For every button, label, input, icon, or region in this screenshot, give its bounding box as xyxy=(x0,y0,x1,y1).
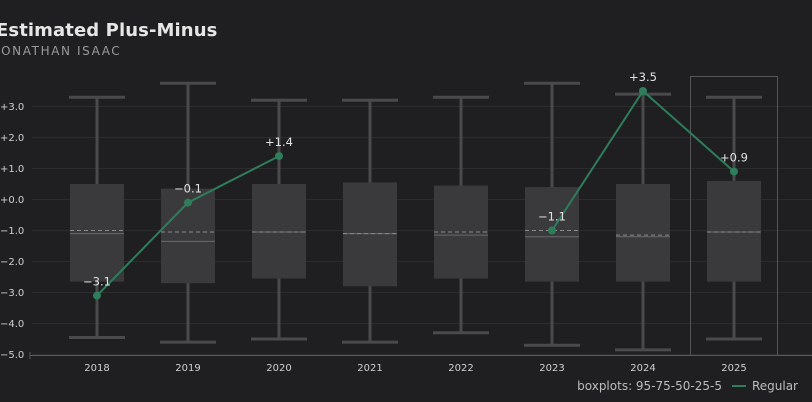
chart-title: Estimated Plus-Minus xyxy=(0,20,218,41)
chart-subtitle: JONATHAN ISAAC xyxy=(0,44,122,58)
boxplot-note: boxplots: 95-75-50-25-5 xyxy=(577,379,722,393)
series-point-regular xyxy=(93,291,101,300)
y-tick-label: −3.0 xyxy=(0,288,24,299)
box-iqr xyxy=(252,184,306,279)
series-point-regular xyxy=(548,226,556,235)
x-tick-label: 2018 xyxy=(84,363,109,374)
series-point-regular xyxy=(275,152,283,161)
highlight-frame xyxy=(690,76,778,356)
y-tick-label: +3.0 xyxy=(0,102,24,113)
y-tick-label: −5.0 xyxy=(0,350,24,361)
data-label: −3.1 xyxy=(83,275,111,289)
y-tick-label: −4.0 xyxy=(0,319,24,330)
box-iqr xyxy=(70,184,124,282)
data-label: +1.4 xyxy=(265,135,293,149)
box-iqr xyxy=(616,184,670,282)
series-point-regular xyxy=(184,198,192,207)
data-label: +3.5 xyxy=(629,70,657,84)
series-point-regular xyxy=(639,87,647,95)
x-tick-label: 2021 xyxy=(357,363,382,374)
x-tick-label: 2019 xyxy=(175,363,200,374)
legend-swatch-regular xyxy=(731,385,746,387)
x-tick-label: 2024 xyxy=(630,363,655,374)
y-tick-label: −2.0 xyxy=(0,257,24,268)
x-tick-label: 2025 xyxy=(721,363,746,374)
box-iqr xyxy=(343,182,397,287)
series-point-regular xyxy=(730,167,738,176)
x-tick-label: 2020 xyxy=(266,363,291,374)
data-label: −1.1 xyxy=(538,210,566,224)
y-tick-label: +0.0 xyxy=(0,195,24,206)
box-iqr xyxy=(707,180,761,282)
x-tick-label: 2023 xyxy=(539,363,564,374)
legend-label-regular: Regular xyxy=(751,379,798,393)
y-tick-label: +1.0 xyxy=(0,164,24,175)
y-tick-label: +2.0 xyxy=(0,133,24,144)
data-label: −0.1 xyxy=(174,182,202,196)
x-tick-label: 2022 xyxy=(448,363,473,374)
y-tick-label: −1.0 xyxy=(0,226,24,237)
legend: boxplots: 95-75-50-25-5 Regular xyxy=(577,379,798,393)
data-label: +0.9 xyxy=(720,151,748,165)
